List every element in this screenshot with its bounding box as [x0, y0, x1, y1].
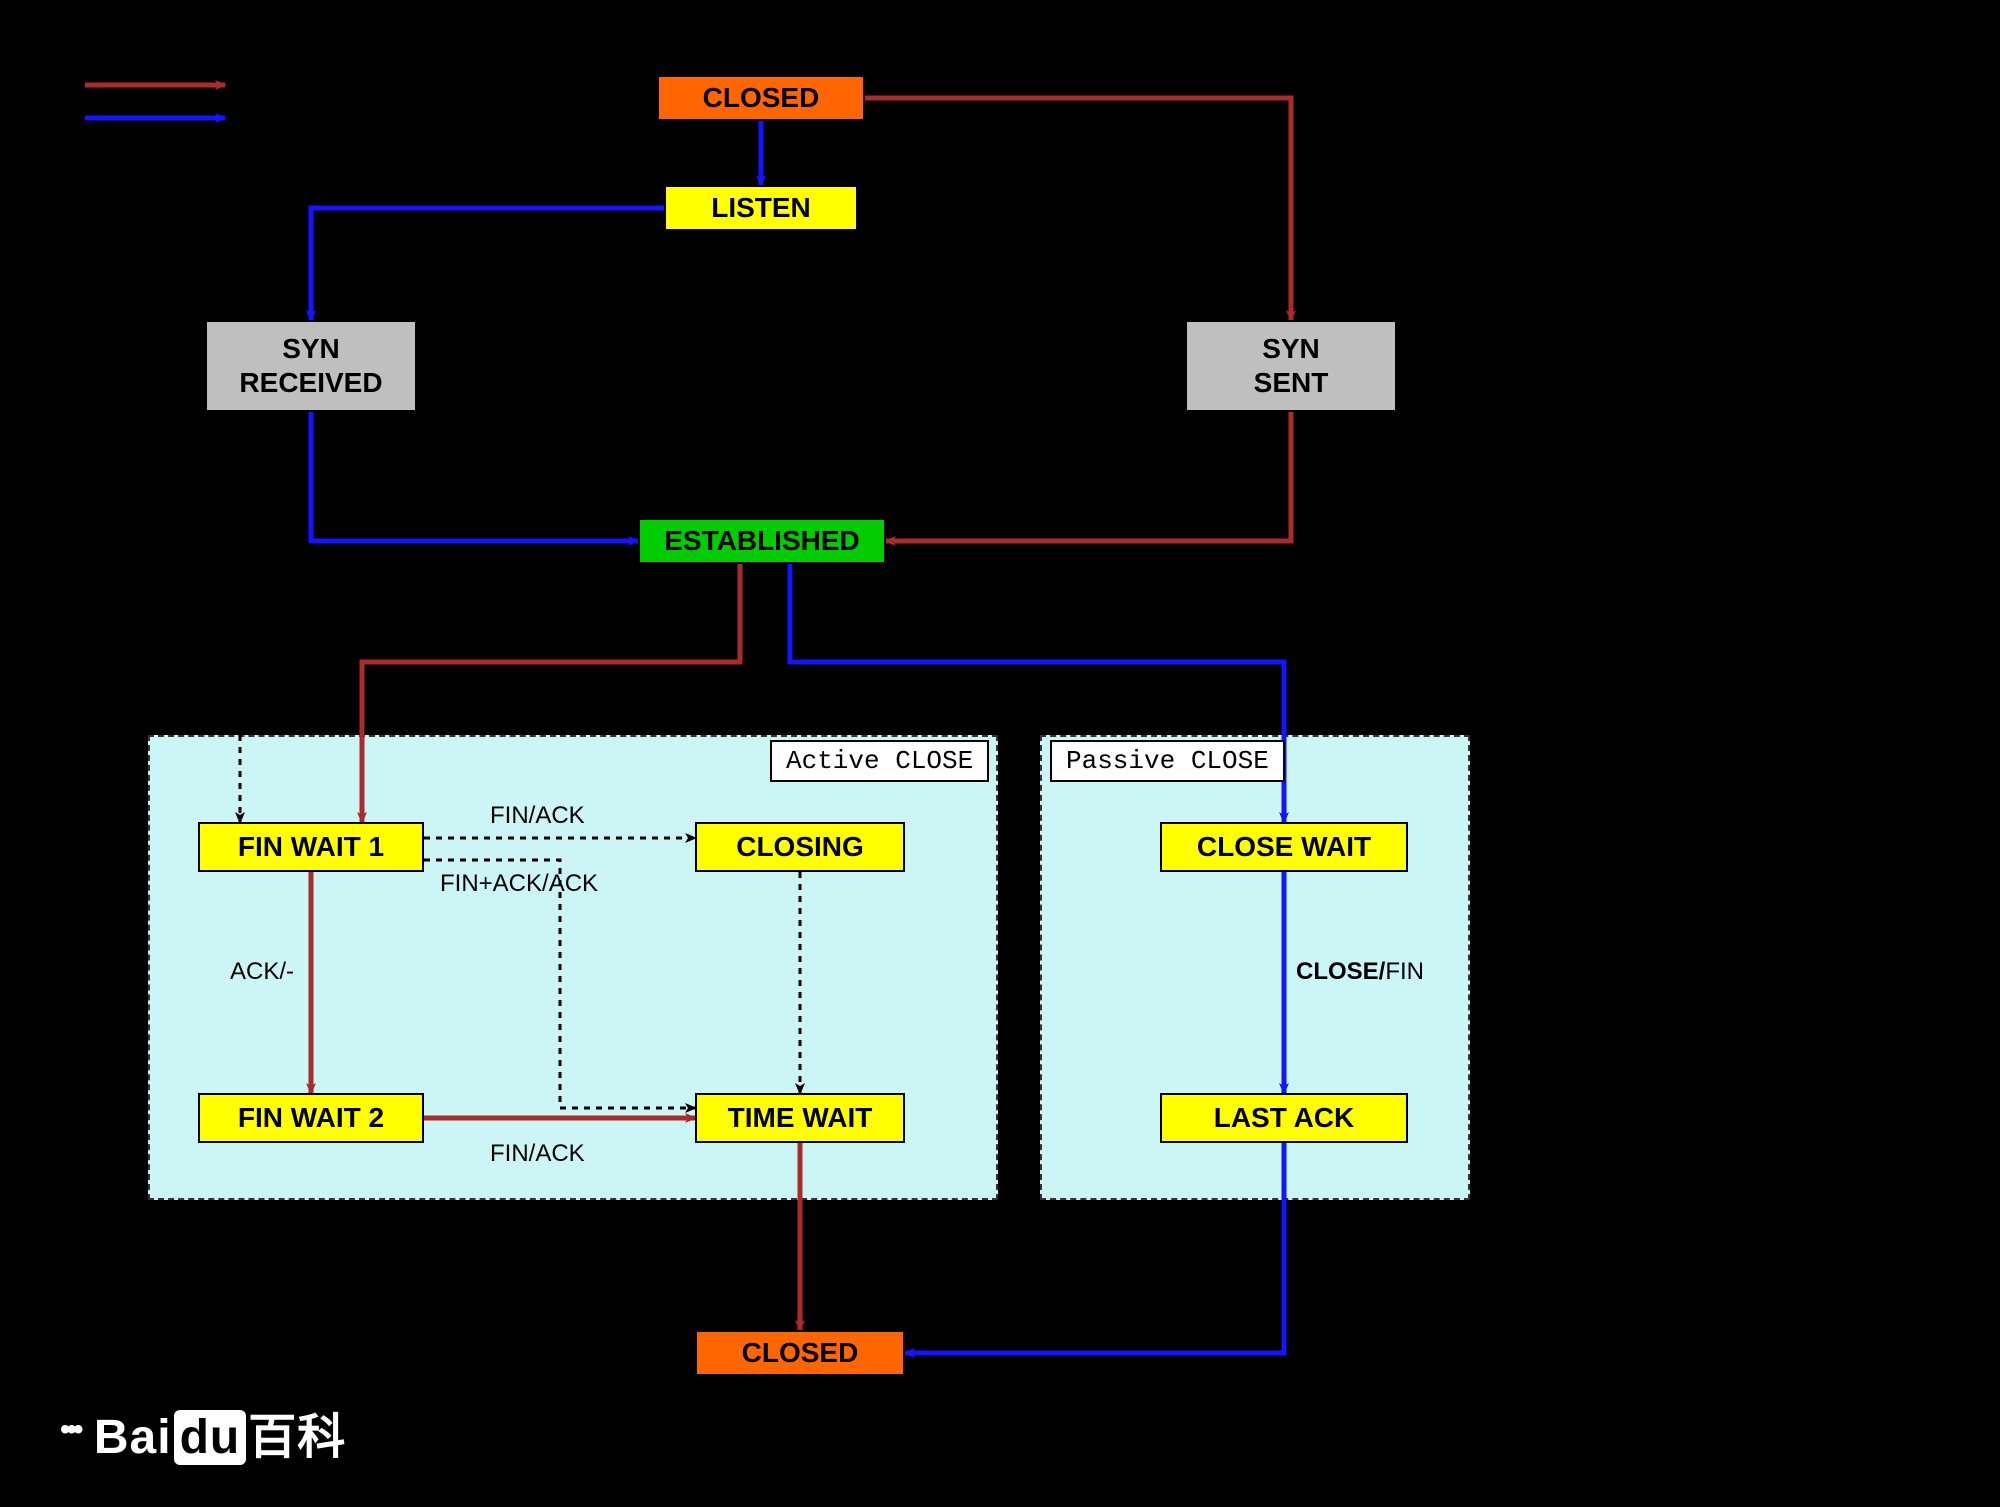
node-time_wait: TIME WAIT	[695, 1093, 905, 1143]
watermark-text: Bai	[94, 1411, 172, 1464]
node-close_wait: CLOSE WAIT	[1160, 822, 1408, 872]
node-listen: LISTEN	[664, 185, 858, 231]
node-closing: CLOSING	[695, 822, 905, 872]
region-label-active_close: Active CLOSE	[770, 740, 989, 782]
edge-synsent-to-est	[886, 412, 1291, 541]
edge-lastack-to-closed	[905, 1143, 1284, 1353]
region-label-passive_close: Passive CLOSE	[1050, 740, 1285, 782]
node-closed_bot: CLOSED	[695, 1330, 905, 1376]
node-syn_sent: SYN SENT	[1185, 320, 1397, 412]
edge-label-1: FIN+ACK/ACK	[440, 870, 598, 898]
edge-label-5: CLOSE/FIN	[1296, 958, 1424, 986]
edge-closed-to-synsent	[865, 98, 1291, 320]
node-fin_wait_1: FIN WAIT 1	[198, 822, 424, 872]
edge-label-0: FIN/ACK	[490, 802, 585, 830]
watermark-baidu-baike: ••• Baidu百科	[60, 1397, 346, 1467]
node-closed_top: CLOSED	[657, 75, 865, 121]
edge-est-to-finwait1	[362, 564, 740, 822]
edge-label-2: ACK/-	[230, 958, 294, 986]
edge-label-3: FIN/ACK	[490, 1140, 585, 1168]
watermark-text: 百科	[248, 1411, 346, 1464]
edge-label-4: Timeout	[812, 1218, 898, 1246]
edge-est-to-closewait	[790, 564, 1284, 822]
node-syn_received: SYN RECEIVED	[205, 320, 417, 412]
node-fin_wait_2: FIN WAIT 2	[198, 1093, 424, 1143]
edge-synreceived-to-est	[311, 412, 638, 541]
edge-listen-to-synreceived	[311, 208, 664, 320]
node-established: ESTABLISHED	[638, 518, 886, 564]
watermark-text: du	[174, 1410, 247, 1465]
node-last_ack: LAST ACK	[1160, 1093, 1408, 1143]
edges-layer	[0, 0, 2000, 1507]
